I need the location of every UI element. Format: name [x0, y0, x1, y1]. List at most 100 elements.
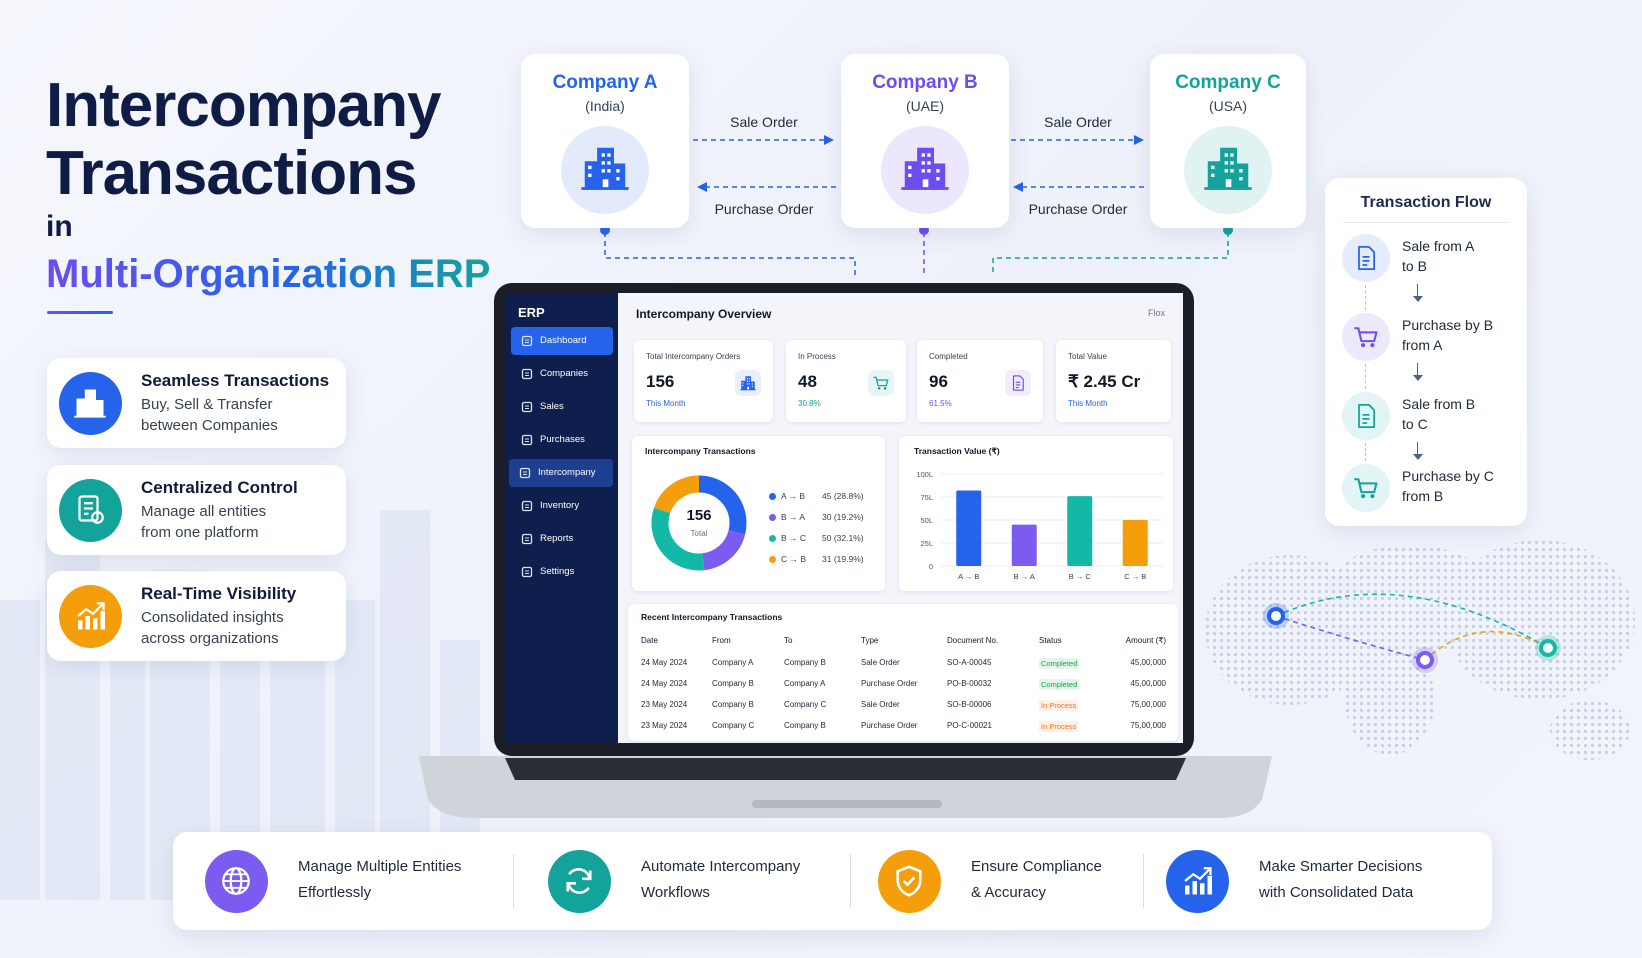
kpi-label: Completed: [929, 352, 968, 361]
flow-step-text: from A: [1402, 337, 1443, 353]
donut-segment: [651, 475, 747, 571]
kpi-icon: [735, 370, 761, 396]
page-action[interactable]: Flox: [1148, 308, 1166, 318]
decor: [0, 600, 40, 900]
table-cell: Purchase Order: [861, 679, 918, 688]
flow-step-text: Purchase by C: [1402, 468, 1494, 484]
icon: [1009, 374, 1027, 392]
company-card: Company A (India): [521, 54, 689, 228]
table-cell: SO-A-00045: [947, 658, 992, 667]
title-line: Intercompany: [46, 71, 442, 140]
menu-label: Purchases: [540, 434, 585, 445]
menu-label: Dashboard: [540, 335, 587, 346]
kpi-card: Total Value ₹ 2.45 Cr This Month: [1056, 340, 1171, 422]
icon-shape: [1204, 148, 1251, 190]
decor: [752, 800, 942, 808]
icon-shape: [523, 436, 532, 445]
icon: [872, 374, 890, 392]
icon: [739, 374, 757, 392]
bar-chart: 0 25L 50L 75L 100L A → B B → A B → C C → B: [916, 470, 1163, 581]
link-label: Sale Order: [730, 114, 798, 130]
table-cell: Company A: [712, 658, 754, 667]
status-badge: In Process: [1039, 721, 1079, 732]
table-cell: Company C: [784, 700, 827, 709]
icon-shape: [740, 376, 756, 390]
decor: [1550, 700, 1630, 760]
flow-step-text: to B: [1402, 258, 1427, 274]
benefit-text: Ensure Compliance: [971, 858, 1102, 875]
legend-value: 45 (28.8%): [822, 491, 864, 501]
icon-shape: [1359, 405, 1374, 427]
table-title: Recent Intercompany Transactions: [641, 612, 783, 622]
feature-text: Consolidated insights: [141, 609, 284, 626]
y-tick-label: 0: [929, 562, 933, 571]
feature-icon: [59, 478, 122, 542]
table-cell: 23 May 2024: [641, 700, 688, 709]
menu-item[interactable]: Dashboard: [511, 327, 613, 355]
icon: [1201, 141, 1255, 195]
kpi-icon: [868, 370, 894, 396]
table-header: Status: [1039, 636, 1062, 645]
kpi-value: 96: [929, 372, 948, 391]
kpi-card: In Process 48 30.8%: [786, 340, 906, 422]
benefit-text: Effortlessly: [298, 884, 372, 901]
menu-label: Sales: [540, 401, 564, 412]
status-badge: Completed: [1039, 679, 1080, 690]
flow-step-text: from B: [1402, 488, 1444, 504]
decor: [1345, 645, 1435, 755]
company-name: Company A: [552, 72, 658, 93]
x-tick-label: A → B: [958, 572, 979, 581]
flow-step-icon: [1342, 313, 1390, 361]
menu-item[interactable]: Companies: [511, 360, 613, 388]
menu-icon: [521, 500, 533, 512]
icon-shape: [581, 148, 628, 190]
benefit-icon: [1166, 850, 1229, 913]
menu-item[interactable]: Inventory: [511, 492, 613, 520]
feature-title: Real-Time Visibility: [141, 584, 297, 603]
decor: [1445, 540, 1635, 700]
decor: [992, 232, 1229, 276]
decor: [1134, 135, 1144, 145]
table-cell: 45,00,000: [1130, 679, 1166, 688]
icon-shape: [523, 568, 532, 577]
kpi-note: 61.5%: [929, 399, 952, 408]
transaction-flow-card: Transaction Flow Sale from A to B Purchase…: [1325, 178, 1527, 526]
chart-title: Intercompany Transactions: [645, 446, 756, 456]
menu-item[interactable]: Purchases: [511, 426, 613, 454]
table-cell: Purchase Order: [861, 721, 918, 730]
company-connectors: [604, 232, 1229, 276]
menu-item[interactable]: Reports: [511, 525, 613, 553]
feature-card: Seamless Transactions Buy, Sell & Transfe…: [47, 358, 346, 448]
table-header: Type: [861, 636, 879, 645]
menu-item[interactable]: Intercompany: [509, 459, 613, 487]
menu-icon: [521, 368, 533, 380]
company-location: (UAE): [905, 98, 945, 114]
status-badge: Completed: [1039, 658, 1080, 669]
sidebar: ERP Dashboard Companies Sales Purchases Inte…: [506, 293, 618, 743]
feature-title: Seamless Transactions: [141, 371, 330, 390]
menu-label: Settings: [540, 566, 575, 577]
flow-arrow-head: [1413, 454, 1423, 460]
table-cell: Sale Order: [861, 658, 900, 667]
menu-item[interactable]: Settings: [511, 558, 613, 586]
icon: [72, 492, 108, 528]
table-header: Amount (₹): [1125, 636, 1166, 645]
flow-arrow-head: [1413, 375, 1423, 381]
menu-item[interactable]: Sales: [511, 393, 613, 421]
legend-label: B → C: [781, 533, 807, 543]
link-label: Sale Order: [1044, 114, 1112, 130]
decor: [697, 182, 707, 192]
flow-step-text: Purchase by B: [1402, 317, 1494, 333]
benefit-icon: [878, 850, 941, 913]
icon: [218, 863, 254, 899]
feature-title: Centralized Control: [141, 477, 298, 497]
y-tick-label: 25L: [920, 539, 933, 548]
flow-arrow-head: [1413, 296, 1423, 302]
flow-title: Transaction Flow: [1360, 194, 1492, 211]
donut-segment: [651, 475, 747, 571]
legend-swatch: [769, 535, 776, 542]
icon-shape: [874, 377, 888, 389]
company-icon: [1184, 126, 1272, 214]
title-highlight: Multi-Organization ERP: [46, 252, 491, 296]
